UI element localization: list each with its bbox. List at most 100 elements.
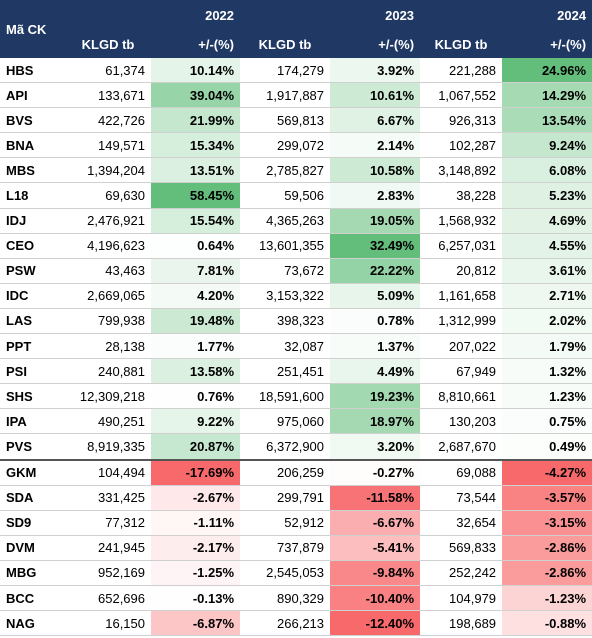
change-cell: 10.14%	[151, 58, 241, 84]
change-cell: 19.48%	[151, 308, 241, 335]
column-header: +/-(%)	[151, 30, 241, 58]
change-cell: 6.67%	[330, 107, 421, 134]
column-header: KLGD tb	[65, 30, 151, 58]
change-cell: -12.40%	[330, 610, 421, 637]
volume-cell: 490,251	[65, 408, 151, 435]
volume-cell: 3,153,322	[240, 283, 331, 309]
table-row: IDJ 2,476,921 15.54% 4,365,263 19.05% 1,568,9…	[0, 208, 592, 234]
table-row: API 133,671 39.04% 1,917,887 10.61% 1,067,552…	[0, 82, 592, 109]
change-cell: 0.78%	[330, 308, 421, 335]
table-row: BVS 422,726 21.99% 569,813 6.67% 926,313 13.54…	[0, 107, 592, 134]
table-row: SDA 331,425 -2.67% 299,791 -11.58% 73,544 -3.5…	[0, 485, 592, 511]
change-cell: 4.55%	[502, 233, 592, 259]
table-row: MBG 952,169 -1.25% 2,545,053 -9.84% 252,242 -2…	[0, 560, 592, 586]
year-header: 2022	[65, 0, 241, 30]
change-cell: 13.54%	[502, 107, 592, 134]
stock-code: SHS	[0, 383, 65, 410]
volume-cell: 73,672	[240, 258, 331, 284]
stock-code: PSI	[0, 358, 65, 385]
table-row: IDC 2,669,065 4.20% 3,153,322 5.09% 1,161,658…	[0, 283, 592, 309]
change-cell: 10.61%	[330, 82, 421, 109]
change-cell: 2.71%	[502, 283, 592, 309]
volume-cell: 206,259	[240, 458, 331, 486]
column-header: +/-(%)	[330, 30, 421, 58]
stock-code: PVS	[0, 433, 65, 460]
table-row: HBS 61,374 10.14% 174,279 3.92% 221,288 24.96%	[0, 58, 592, 84]
change-cell: 39.04%	[151, 82, 241, 109]
change-cell: -1.11%	[151, 510, 241, 536]
volume-cell: 252,242	[420, 560, 503, 586]
change-cell: 7.81%	[151, 258, 241, 284]
table-header: Mã CK 2022 2023 2024 KLGD tb +/-(%) KLGD tb +…	[0, 0, 592, 58]
volume-cell: 1,312,999	[420, 308, 503, 335]
table-row: PVS 8,919,335 20.87% 6,372,900 3.20% 2,687,67…	[0, 433, 592, 460]
column-header: KLGD tb	[240, 30, 331, 58]
volume-cell: 4,365,263	[240, 208, 331, 234]
volume-cell: 1,568,932	[420, 208, 503, 234]
volume-cell: 43,463	[65, 258, 151, 284]
change-cell: -2.17%	[151, 535, 241, 561]
year-header: 2024	[420, 0, 592, 30]
volume-cell: 16,150	[65, 610, 151, 637]
change-cell: -4.27%	[502, 458, 592, 486]
table-row: IPA 490,251 9.22% 975,060 18.97% 130,203 0.75%	[0, 408, 592, 435]
change-cell: 6.08%	[502, 157, 592, 184]
table-row: L18 69,630 58.45% 59,506 2.83% 38,228 5.23%	[0, 182, 592, 209]
volume-cell: 3,148,892	[420, 157, 503, 184]
volume-cell: 737,879	[240, 535, 331, 561]
change-cell: 15.54%	[151, 208, 241, 234]
change-cell: -2.86%	[502, 560, 592, 586]
change-cell: 9.22%	[151, 408, 241, 435]
volume-cell: 952,169	[65, 560, 151, 586]
volume-cell: 975,060	[240, 408, 331, 435]
change-cell: 19.23%	[330, 383, 421, 410]
volume-cell: 251,451	[240, 358, 331, 385]
change-cell: 58.45%	[151, 182, 241, 209]
change-cell: 1.37%	[330, 333, 421, 360]
change-cell: 3.61%	[502, 258, 592, 284]
stock-code: SD9	[0, 510, 65, 536]
volume-cell: 1,394,204	[65, 157, 151, 184]
stock-code: SDA	[0, 485, 65, 511]
volume-cell: 69,088	[420, 458, 503, 486]
change-cell: 9.24%	[502, 132, 592, 159]
change-cell: -3.15%	[502, 510, 592, 536]
volume-cell: 241,945	[65, 535, 151, 561]
volume-cell: 6,257,031	[420, 233, 503, 259]
stock-code: BCC	[0, 585, 65, 612]
stock-code: LAS	[0, 308, 65, 335]
change-cell: -2.86%	[502, 535, 592, 561]
volume-cell: 926,313	[420, 107, 503, 134]
stock-code: IDJ	[0, 208, 65, 234]
change-cell: 32.49%	[330, 233, 421, 259]
volume-cell: 1,067,552	[420, 82, 503, 109]
change-cell: -11.58%	[330, 485, 421, 511]
change-cell: -0.13%	[151, 585, 241, 612]
volume-cell: 8,919,335	[65, 433, 151, 460]
change-cell: 24.96%	[502, 58, 592, 84]
table-row: DVM 241,945 -2.17% 737,879 -5.41% 569,833 -2.8…	[0, 535, 592, 561]
volume-cell: 240,881	[65, 358, 151, 385]
volume-cell: 299,072	[240, 132, 331, 159]
volume-cell: 569,813	[240, 107, 331, 134]
volume-cell: 13,601,355	[240, 233, 331, 259]
volume-cell: 2,687,670	[420, 433, 503, 460]
volume-cell: 299,791	[240, 485, 331, 511]
table-row: MBS 1,394,204 13.51% 2,785,827 10.58% 3,148,8…	[0, 157, 592, 184]
volume-cell: 38,228	[420, 182, 503, 209]
change-cell: 1.32%	[502, 358, 592, 385]
stock-code: BNA	[0, 132, 65, 159]
stock-code: BVS	[0, 107, 65, 134]
table-row: SHS 12,309,218 0.76% 18,591,600 19.23% 8,810,…	[0, 383, 592, 410]
table-row: PSI 240,881 13.58% 251,451 4.49% 67,949 1.32%	[0, 358, 592, 385]
change-cell: 1.79%	[502, 333, 592, 360]
change-cell: 0.64%	[151, 233, 241, 259]
volume-cell: 149,571	[65, 132, 151, 159]
volume-cell: 331,425	[65, 485, 151, 511]
change-cell: 4.20%	[151, 283, 241, 309]
change-cell: 5.09%	[330, 283, 421, 309]
volume-cell: 198,689	[420, 610, 503, 637]
change-cell: -2.67%	[151, 485, 241, 511]
change-cell: 1.23%	[502, 383, 592, 410]
change-cell: -6.67%	[330, 510, 421, 536]
